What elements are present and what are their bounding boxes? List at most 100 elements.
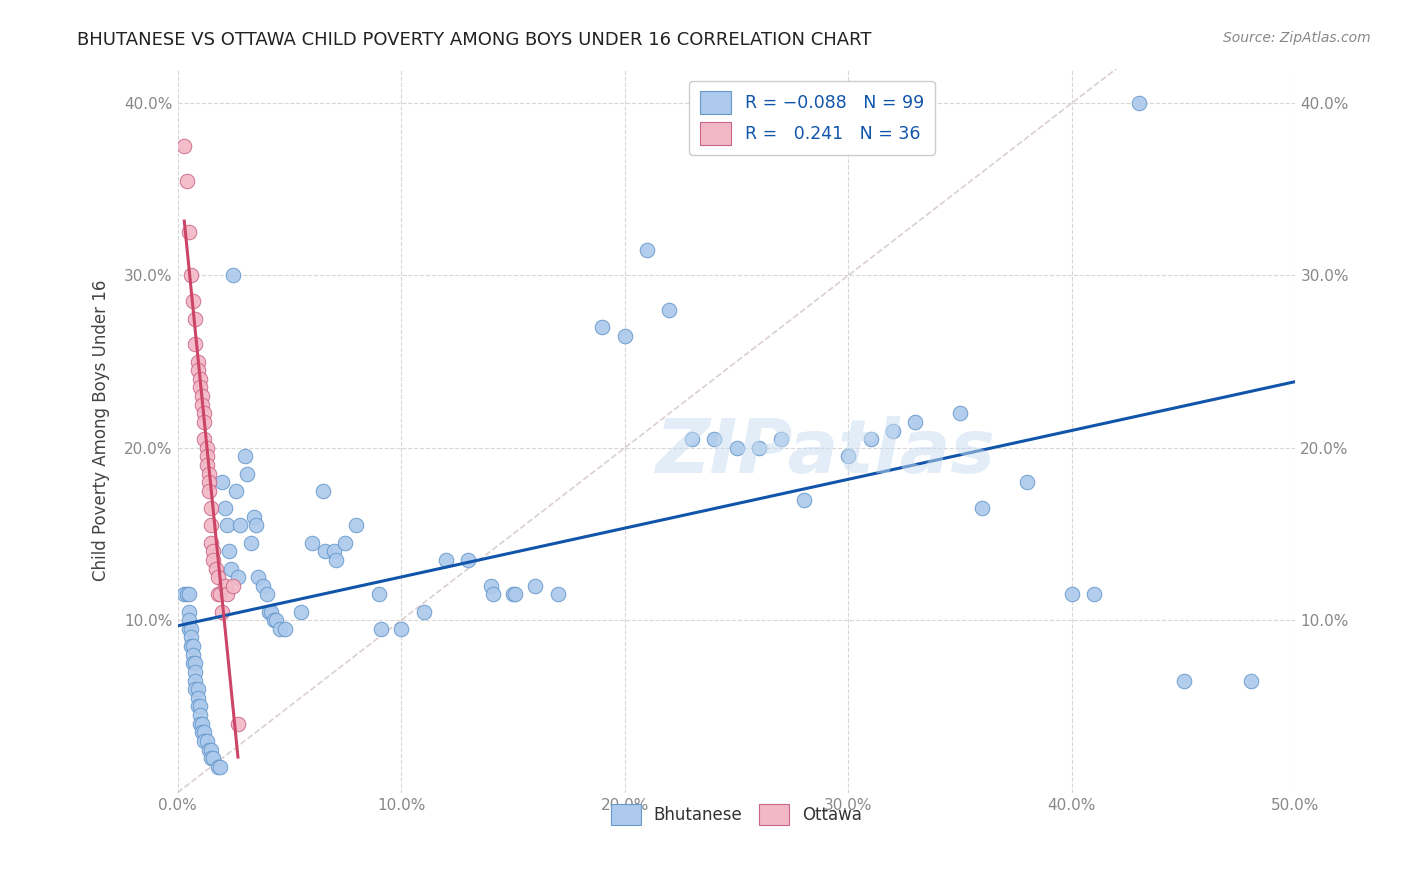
Point <box>202 544 225 558</box>
Point <box>1083 587 1105 601</box>
Point <box>209 760 232 774</box>
Point <box>412 605 434 619</box>
Point <box>181 648 204 662</box>
Text: BHUTANESE VS OTTAWA CHILD POVERTY AMONG BOYS UNDER 16 CORRELATION CHART: BHUTANESE VS OTTAWA CHILD POVERTY AMONG … <box>77 31 872 49</box>
Point <box>184 673 207 688</box>
Point <box>200 535 222 549</box>
Point <box>1128 95 1150 110</box>
Point <box>177 622 200 636</box>
Point <box>198 483 221 498</box>
Point <box>187 699 209 714</box>
Point <box>290 605 312 619</box>
Text: ZIPatlas: ZIPatlas <box>657 416 995 489</box>
Point <box>200 518 222 533</box>
Point <box>904 415 927 429</box>
Point <box>211 605 233 619</box>
Point <box>389 622 412 636</box>
Point <box>591 320 613 334</box>
Point <box>187 363 209 377</box>
Point <box>434 553 457 567</box>
Point <box>184 311 207 326</box>
Point <box>200 501 222 516</box>
Point <box>200 742 222 756</box>
Point <box>837 450 859 464</box>
Point <box>793 492 815 507</box>
Point <box>242 509 264 524</box>
Point <box>547 587 569 601</box>
Point <box>193 406 215 420</box>
Point <box>207 570 229 584</box>
Point <box>882 424 904 438</box>
Point <box>263 613 285 627</box>
Point <box>1240 673 1263 688</box>
Point <box>274 622 297 636</box>
Point <box>457 553 479 567</box>
Point <box>770 432 793 446</box>
Point <box>176 587 198 601</box>
Point <box>211 475 233 490</box>
Point <box>226 716 249 731</box>
Point <box>257 605 280 619</box>
Point <box>198 467 221 481</box>
Point <box>215 587 238 601</box>
Point <box>180 631 202 645</box>
Point <box>187 354 209 368</box>
Point <box>184 665 207 679</box>
Point <box>188 699 211 714</box>
Point <box>202 553 225 567</box>
Point <box>195 734 218 748</box>
Point <box>193 415 215 429</box>
Point <box>195 441 218 455</box>
Point <box>325 553 347 567</box>
Point <box>301 535 323 549</box>
Point <box>949 406 972 420</box>
Point <box>195 450 218 464</box>
Point <box>207 587 229 601</box>
Point <box>204 561 226 575</box>
Point <box>1060 587 1083 601</box>
Point <box>748 441 770 455</box>
Point <box>222 268 245 283</box>
Point <box>346 518 368 533</box>
Point <box>214 579 236 593</box>
Point <box>367 587 389 601</box>
Point <box>636 243 658 257</box>
Point <box>503 587 526 601</box>
Point <box>177 587 200 601</box>
Point <box>245 518 267 533</box>
Point <box>260 605 283 619</box>
Point <box>176 173 198 187</box>
Point <box>177 225 200 239</box>
Point <box>859 432 882 446</box>
Point <box>187 690 209 705</box>
Point <box>198 742 221 756</box>
Point <box>195 458 218 472</box>
Point <box>479 579 502 593</box>
Point <box>181 294 204 309</box>
Point <box>482 587 505 601</box>
Text: Source: ZipAtlas.com: Source: ZipAtlas.com <box>1223 31 1371 45</box>
Point <box>180 639 202 653</box>
Point <box>214 501 236 516</box>
Point <box>218 544 240 558</box>
Point <box>202 751 225 765</box>
Point <box>264 613 287 627</box>
Point <box>173 587 195 601</box>
Point <box>314 544 336 558</box>
Point <box>215 518 238 533</box>
Point <box>225 483 247 498</box>
Y-axis label: Child Poverty Among Boys Under 16: Child Poverty Among Boys Under 16 <box>93 280 110 582</box>
Point <box>173 139 195 153</box>
Point <box>613 328 636 343</box>
Point <box>198 475 221 490</box>
Point <box>312 483 335 498</box>
Point <box>181 639 204 653</box>
Point <box>222 579 245 593</box>
Point <box>184 657 207 671</box>
Point <box>191 398 214 412</box>
Point <box>191 389 214 403</box>
Point <box>658 302 681 317</box>
Point <box>191 725 214 739</box>
Legend: Bhutanese, Ottawa: Bhutanese, Ottawa <box>600 794 873 835</box>
Point <box>188 372 211 386</box>
